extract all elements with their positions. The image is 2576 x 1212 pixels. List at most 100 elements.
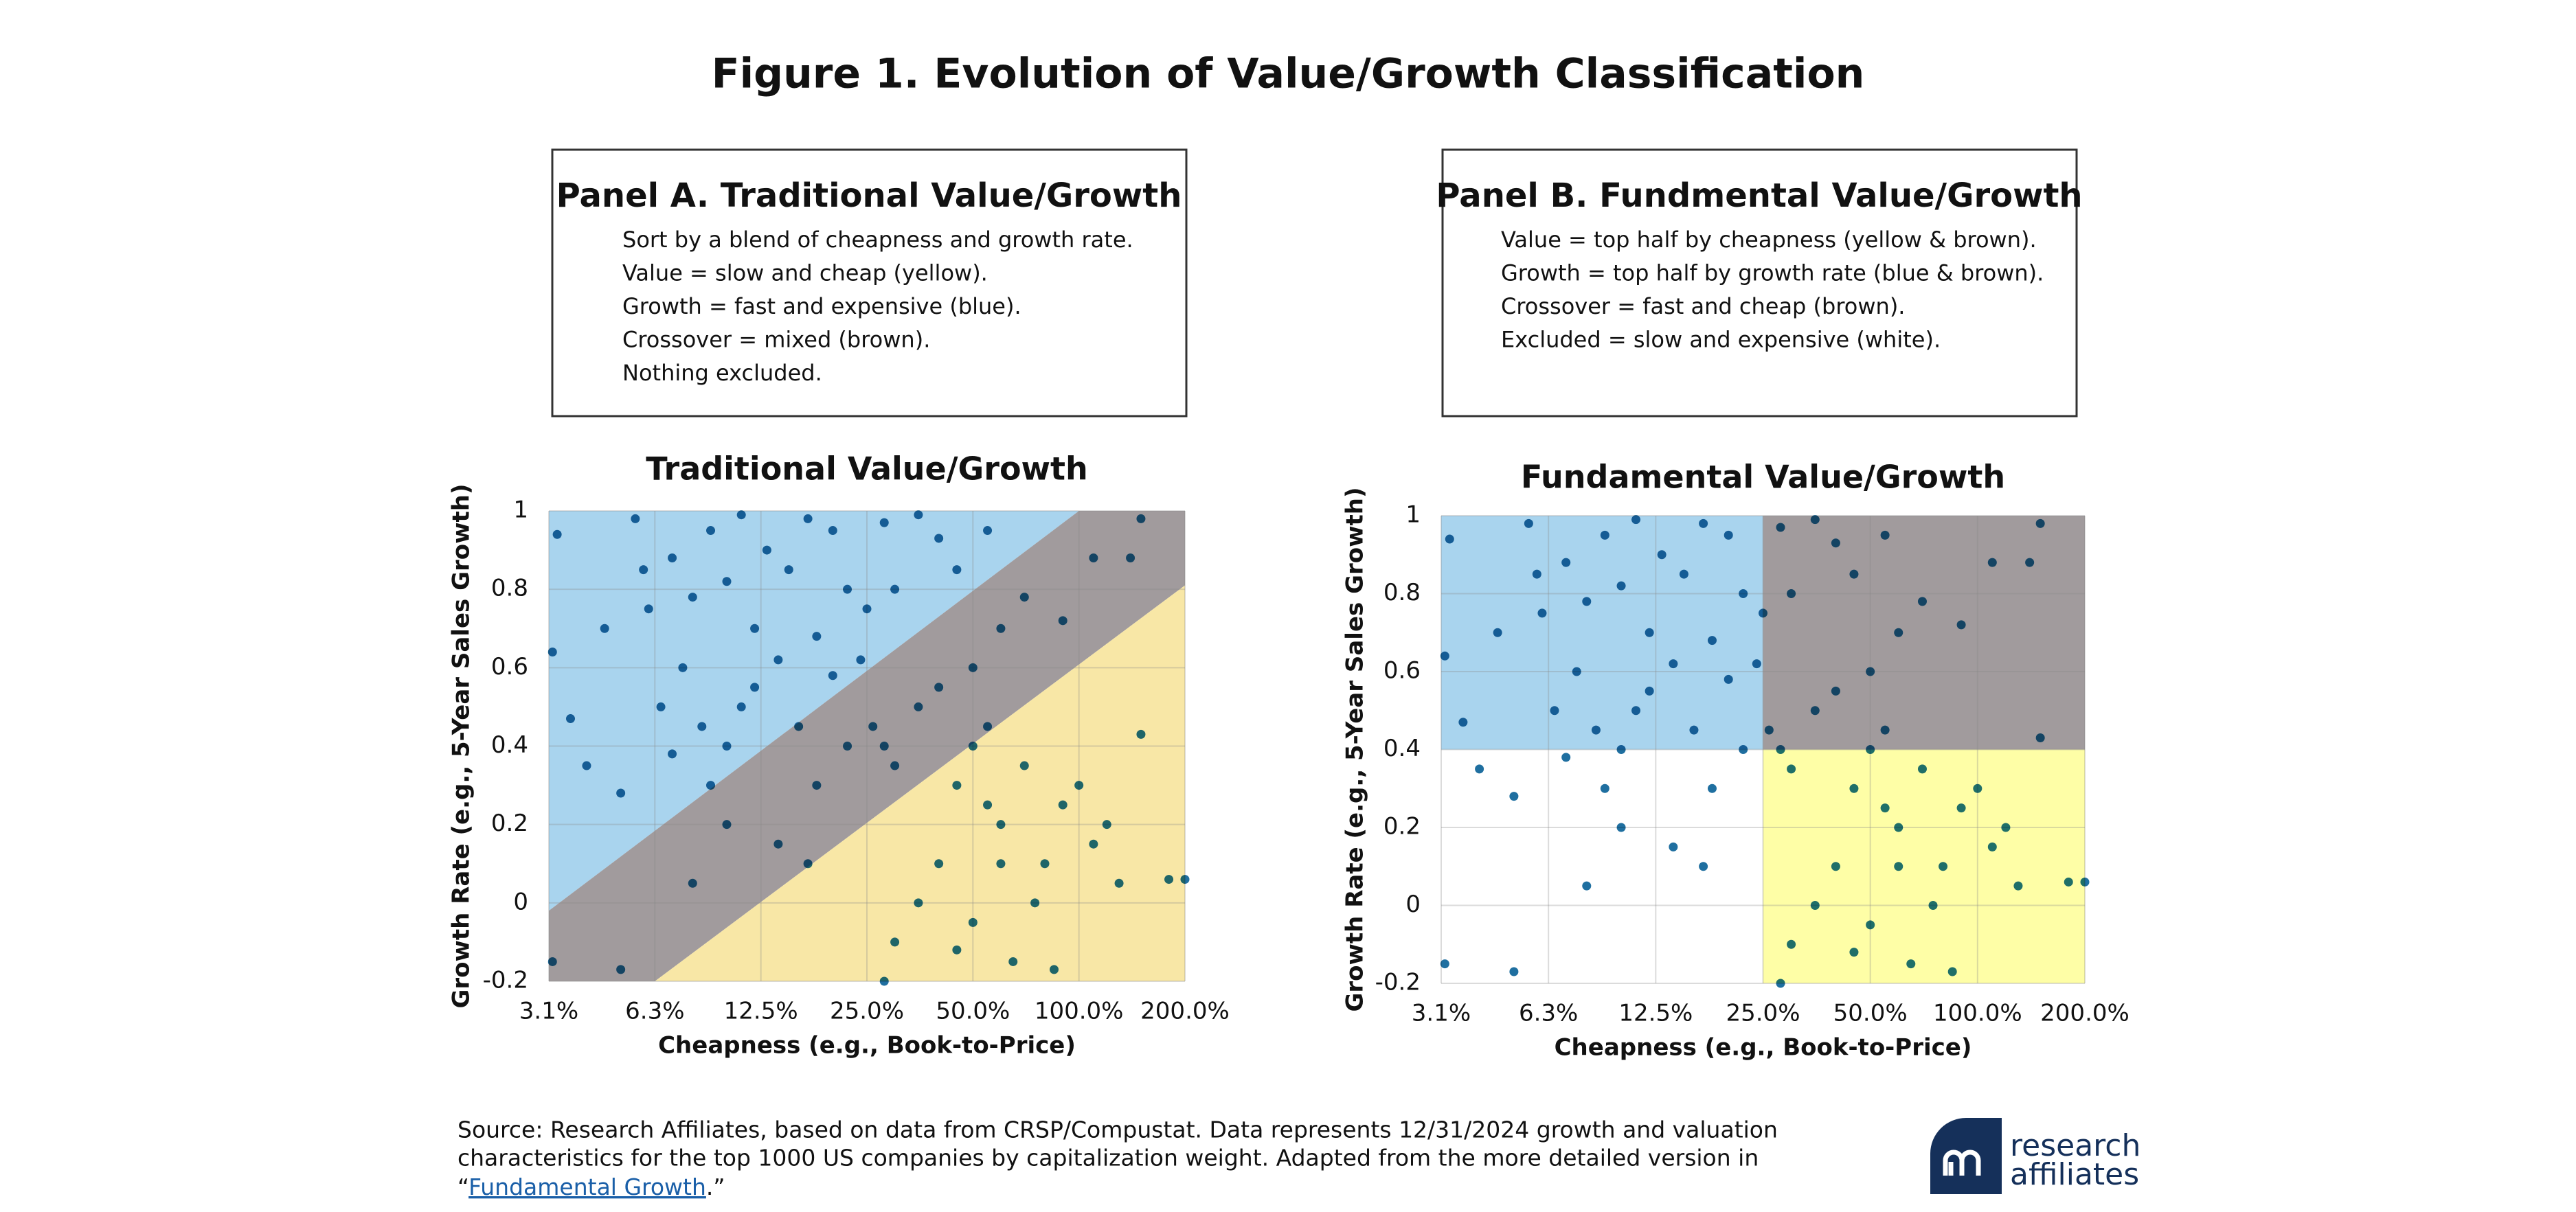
- data-point: [890, 584, 900, 594]
- panel-line: Nothing excluded.: [622, 360, 822, 386]
- data-point: [968, 742, 978, 751]
- data-point: [750, 683, 760, 692]
- data-point: [1849, 948, 1859, 957]
- x-tick-label: 12.5%: [724, 998, 798, 1025]
- data-point: [600, 624, 609, 633]
- data-point: [1724, 530, 1733, 540]
- y-axis-label: Growth Rate (e.g., 5-Year Sales Growth): [1342, 487, 1369, 1011]
- data-point: [1600, 530, 1609, 540]
- data-point: [644, 604, 653, 614]
- data-point: [890, 937, 900, 947]
- y-tick-label: 0.4: [1383, 735, 1421, 762]
- footer-quote: “: [457, 1174, 468, 1200]
- data-point: [1776, 745, 1785, 754]
- footer-text: “Fundamental Growth.”: [457, 1174, 725, 1200]
- data-point: [890, 761, 900, 770]
- data-point: [914, 702, 923, 711]
- data-point: [1987, 558, 1997, 567]
- data-point: [656, 702, 666, 711]
- region: [1763, 516, 2085, 750]
- data-point: [843, 584, 852, 594]
- data-point: [1669, 659, 1678, 669]
- data-point: [983, 800, 993, 810]
- x-tick-label: 100.0%: [1933, 1000, 2022, 1027]
- data-point: [1572, 667, 1581, 676]
- chart-title: Traditional Value/Growth: [646, 450, 1088, 488]
- data-point: [1787, 764, 1796, 774]
- data-point: [1114, 878, 1124, 888]
- panel-heading: Panel B. Fundmental Value/Growth: [1436, 176, 2082, 215]
- data-point: [773, 839, 783, 849]
- data-point: [1019, 761, 1029, 770]
- x-tick-label: 25.0%: [830, 998, 904, 1025]
- logo-glyph: [1943, 1150, 1981, 1176]
- data-point: [1008, 957, 1018, 966]
- data-point: [1759, 608, 1767, 618]
- data-point: [1973, 784, 1982, 793]
- region: [1441, 516, 1763, 750]
- data-point: [996, 820, 1006, 830]
- x-tick-label: 12.5%: [1618, 1000, 1693, 1027]
- y-tick-label: 0.6: [1383, 657, 1421, 685]
- panel-line: Sort by a blend of cheapness and growth …: [622, 227, 1133, 253]
- data-point: [879, 518, 889, 527]
- data-point: [1987, 842, 1997, 851]
- data-point: [1724, 674, 1733, 684]
- panel-line: Growth = fast and expensive (blue).: [622, 293, 1021, 319]
- data-point: [1669, 842, 1678, 851]
- data-point: [1440, 651, 1449, 661]
- data-point: [934, 683, 944, 692]
- data-point: [1707, 784, 1717, 793]
- x-tick-label: 6.3%: [625, 998, 684, 1025]
- data-point: [983, 526, 993, 536]
- data-point: [1136, 729, 1146, 739]
- data-point: [1102, 820, 1111, 830]
- data-point: [1164, 875, 1174, 884]
- data-point: [552, 529, 562, 539]
- x-tick-label: 3.1%: [1412, 1000, 1471, 1027]
- data-point: [1561, 753, 1571, 762]
- data-point: [812, 781, 822, 790]
- data-point: [1537, 608, 1547, 618]
- data-point: [668, 553, 677, 562]
- logo-text: research: [2010, 1128, 2140, 1163]
- data-point: [722, 577, 732, 586]
- data-point: [1679, 569, 1688, 579]
- y-tick-label: 1: [1405, 501, 1421, 529]
- data-point: [1689, 725, 1699, 735]
- data-point: [1600, 784, 1609, 793]
- region: [1763, 749, 2085, 983]
- y-tick-label: 0.8: [491, 575, 528, 602]
- data-point: [1752, 659, 1761, 669]
- data-point: [668, 749, 677, 759]
- data-point: [1591, 725, 1601, 735]
- panel-line: Growth = top half by growth rate (blue &…: [1501, 260, 2044, 286]
- footer-text: characteristics for the top 1000 US comp…: [457, 1145, 1759, 1171]
- data-point: [1894, 823, 1903, 832]
- panel-line: Crossover = mixed (brown).: [622, 327, 930, 353]
- data-point: [1699, 862, 1708, 871]
- data-point: [1810, 706, 1820, 716]
- data-point: [968, 917, 978, 927]
- data-point: [1136, 514, 1146, 523]
- x-axis-label: Cheapness (e.g., Book-to-Price): [1555, 1034, 1972, 1062]
- data-point: [631, 514, 640, 523]
- y-tick-label: 0.8: [1383, 579, 1421, 606]
- y-tick-label: 0.2: [491, 810, 528, 837]
- data-point: [868, 722, 878, 731]
- data-point: [616, 788, 626, 798]
- data-point: [1917, 764, 1927, 774]
- logo-text: affiliates: [2010, 1157, 2139, 1192]
- data-point: [762, 545, 771, 555]
- data-point: [1764, 725, 1774, 735]
- data-point: [1030, 898, 1040, 908]
- data-point: [1906, 959, 1916, 969]
- data-point: [1831, 538, 1840, 548]
- x-tick-label: 6.3%: [1519, 1000, 1578, 1027]
- data-point: [1058, 800, 1067, 810]
- footer-link[interactable]: Fundamental Growth: [468, 1174, 706, 1200]
- panel-line: Excluded = slow and expensive (white).: [1501, 327, 1941, 353]
- y-tick-label: 0: [513, 888, 528, 915]
